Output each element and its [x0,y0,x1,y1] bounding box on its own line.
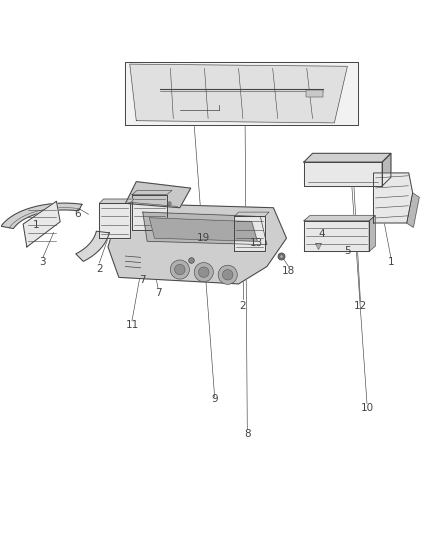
Polygon shape [132,195,167,230]
Polygon shape [304,162,382,186]
Polygon shape [382,154,391,186]
Text: 4: 4 [318,229,325,239]
Polygon shape [143,212,267,245]
Polygon shape [76,231,109,261]
Text: 19: 19 [197,233,210,243]
Circle shape [198,267,209,277]
Text: 6: 6 [74,209,81,219]
Text: 8: 8 [244,429,251,439]
Text: 2: 2 [240,301,246,311]
Text: 9: 9 [212,394,218,404]
Polygon shape [149,218,257,241]
Polygon shape [304,215,375,221]
Text: 7: 7 [140,274,146,285]
Text: 5: 5 [344,246,351,256]
Polygon shape [99,199,134,204]
Bar [306,90,323,97]
Circle shape [218,265,237,284]
Polygon shape [108,204,286,284]
Polygon shape [125,182,191,208]
Text: 1: 1 [33,220,39,230]
Circle shape [194,263,213,282]
Text: 2: 2 [96,264,102,273]
Text: 18: 18 [282,266,295,276]
Polygon shape [1,203,82,229]
Circle shape [170,260,189,279]
Polygon shape [407,193,419,228]
Polygon shape [304,221,369,251]
Text: 10: 10 [360,403,374,413]
Polygon shape [304,154,391,162]
Polygon shape [23,201,60,247]
Text: 11: 11 [125,320,138,330]
Text: 7: 7 [155,288,161,297]
Polygon shape [125,62,358,125]
Circle shape [223,270,233,280]
Polygon shape [369,215,375,251]
Polygon shape [374,173,413,223]
Polygon shape [234,212,269,216]
Text: 1: 1 [388,257,394,267]
Circle shape [175,264,185,275]
Polygon shape [234,216,265,251]
Text: 13: 13 [249,238,263,247]
Polygon shape [130,64,347,123]
Text: 3: 3 [39,257,46,267]
Text: 12: 12 [354,301,367,311]
Polygon shape [99,204,130,238]
Polygon shape [132,190,172,195]
